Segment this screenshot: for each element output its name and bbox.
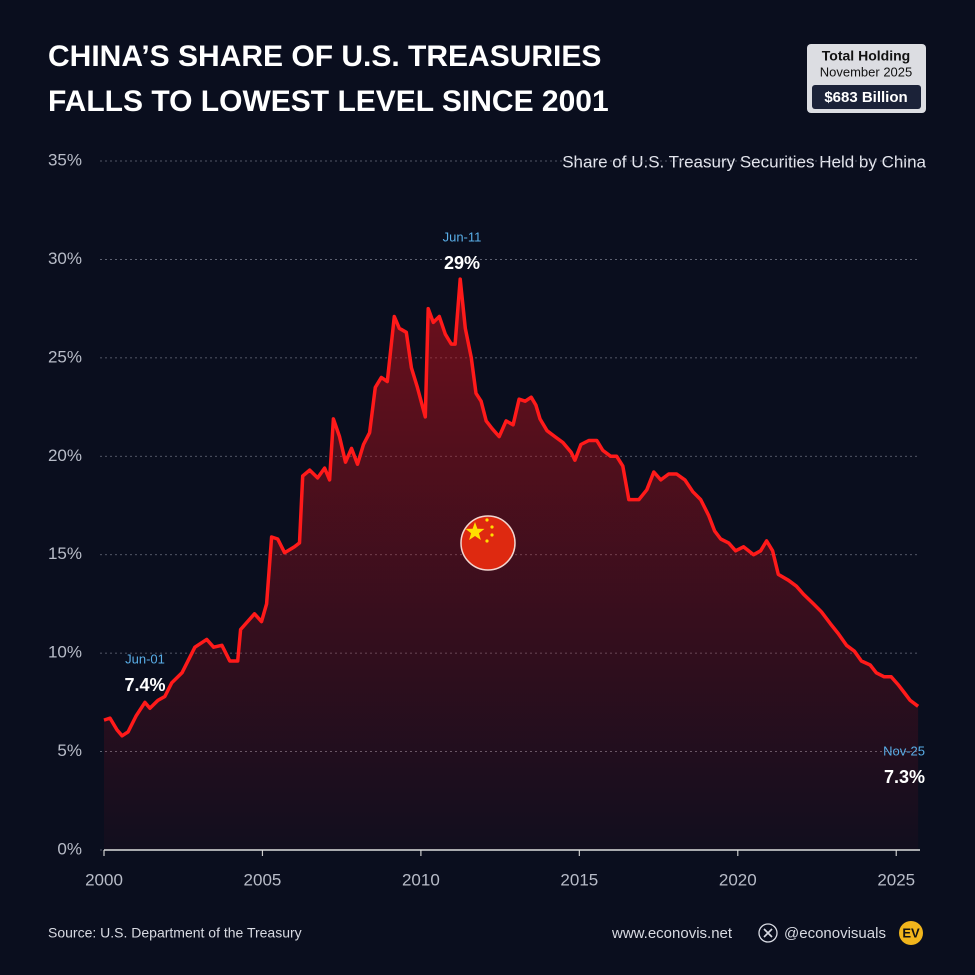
x-icon-glyph [763, 928, 773, 938]
subtitle: Share of U.S. Treasury Securities Held b… [562, 152, 926, 171]
source: Source: U.S. Department of the Treasury [48, 925, 302, 941]
x-tick-label: 2000 [85, 870, 123, 889]
y-tick-label: 25% [48, 347, 82, 366]
y-tick-label: 10% [48, 643, 82, 662]
line [103, 277, 920, 738]
area [104, 279, 919, 851]
logo-circle [899, 921, 923, 945]
chart-title: FALLS TO LOWEST LEVEL SINCE 2001 [48, 85, 609, 118]
info-value-bg [812, 85, 921, 109]
x-tick-label: 2015 [560, 870, 598, 889]
y-tick-label: 30% [48, 249, 82, 268]
x-tick-label: 2020 [719, 870, 757, 889]
handle[interactable]: @econovisuals [784, 925, 886, 942]
flag-star [465, 522, 485, 540]
y-tick-label: 15% [48, 544, 82, 563]
flag-circle [460, 515, 516, 571]
annotation-value: 7.4% [124, 675, 165, 695]
flag-star [490, 525, 494, 529]
info-date: November 2025 [820, 64, 913, 79]
info-heading: Total Holding [822, 48, 910, 64]
annotation-value: 7.3% [884, 767, 925, 787]
website[interactable]: www.econovis.net [611, 925, 733, 942]
y-tick-label: 35% [48, 150, 82, 169]
x-tick-label: 2025 [877, 870, 915, 889]
y-tick-label: 0% [57, 839, 82, 858]
x-icon [758, 923, 778, 943]
flag-star [485, 518, 489, 522]
x-tick-label: 2010 [402, 870, 440, 889]
annotation-date: Nov-25 [883, 743, 925, 758]
flag [460, 515, 516, 571]
flag-star [485, 539, 489, 543]
annotation-date: Jun-11 [443, 229, 482, 244]
flag-star [490, 533, 494, 537]
y-tick-label: 20% [48, 446, 82, 465]
x-tick-label: 2005 [244, 870, 282, 889]
y-tick-label: 5% [57, 741, 82, 760]
info-box: Total Holding November 2025 $683 Billion [807, 44, 926, 113]
annotation-value: 29% [444, 253, 480, 273]
info-value: $683 Billion [824, 89, 907, 106]
annotation-date: Jun-01 [125, 651, 165, 666]
logo: EV [902, 925, 920, 940]
plot: 0% 5% 10% 15% 20% 25% 30% 35% 2000 2005 2010 2015 20… [48, 150, 925, 889]
chart-title: CHINA’S SHARE OF U.S. TREASURIES [48, 40, 601, 73]
